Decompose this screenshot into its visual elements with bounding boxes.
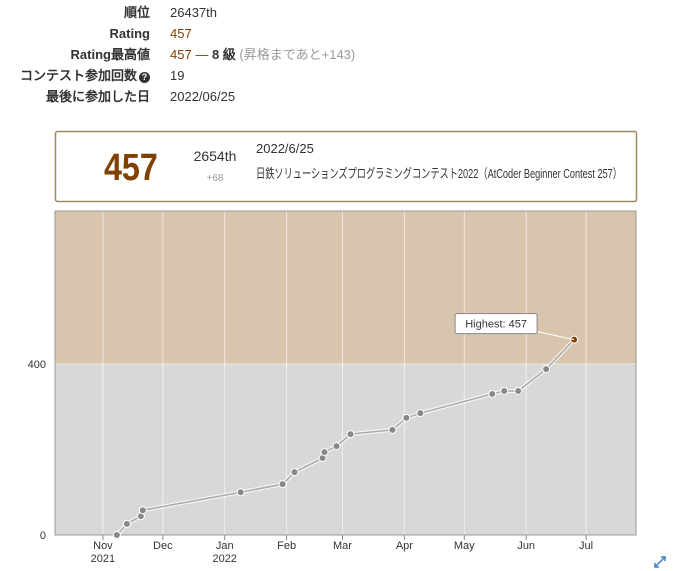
info-row: コンテスト参加回数? 19 [0, 65, 673, 86]
diff: +68 [207, 173, 224, 184]
rating-big: 457 [104, 147, 158, 189]
label: コンテスト参加回数 [19, 68, 137, 83]
annotation: Highest: 457 [465, 319, 527, 331]
label: 最後に参加した日 [45, 89, 150, 104]
x-tick-label: May [454, 540, 475, 552]
label: Rating [109, 26, 150, 41]
info-row: 順位 26437th [0, 2, 673, 23]
info-row: Rating 457 [0, 23, 673, 44]
rating-point[interactable] [320, 448, 329, 457]
value: 457 [170, 26, 192, 41]
annotation-connector [537, 331, 575, 341]
rating-point[interactable] [416, 409, 425, 418]
rating-point[interactable] [500, 386, 509, 395]
x-year-label: 2022 [212, 553, 236, 565]
x-tick-label: Jun [517, 540, 535, 552]
value-group: 457 — 8 級 (昇格まであと+143) [170, 44, 355, 65]
info-row: Rating最高値 457 — 8 級 (昇格まであと+143) [0, 44, 673, 65]
x-tick-label: Jan [216, 540, 234, 552]
rating-point[interactable] [514, 386, 523, 395]
x-tick-label: Nov [93, 540, 113, 552]
annotation-box [454, 313, 538, 335]
rating-band [55, 211, 636, 365]
value: 2022/06/25 [170, 89, 236, 104]
date: 2022/6/25 [256, 141, 314, 156]
help-icon[interactable]: ? [139, 72, 150, 83]
separator: — [195, 47, 209, 62]
rating-point[interactable] [402, 413, 411, 422]
rating-point[interactable] [388, 425, 397, 434]
x-tick-label: Feb [277, 540, 296, 552]
y-tick-label: 0 [40, 530, 46, 542]
contest-name[interactable]: 日鉄ソリューションズプログラミングコンテスト2022（AtCoder Begin… [256, 166, 622, 181]
value: 26437th [170, 5, 217, 20]
x-tick-label: Mar [333, 540, 352, 552]
rank: 2654th [194, 148, 237, 164]
rating-point[interactable] [332, 442, 341, 451]
x-year-label: 2021 [91, 553, 115, 565]
value: 457 [170, 47, 192, 62]
rating-point[interactable] [542, 365, 551, 374]
rating-point[interactable] [138, 506, 147, 515]
x-tick-label: Dec [153, 540, 173, 552]
y-tick-label: 400 [28, 359, 46, 371]
rating-point[interactable] [112, 531, 121, 539]
status-card [54, 130, 638, 203]
grade: 8 級 [211, 47, 236, 62]
rating-point[interactable] [346, 430, 355, 439]
rating-band [55, 364, 636, 535]
x-tick-label: Apr [396, 540, 413, 552]
rating-point[interactable] [236, 488, 245, 497]
note: (昇格まであと+143) [239, 47, 356, 62]
rating-point[interactable] [122, 519, 131, 528]
expand-icon[interactable] [654, 556, 666, 568]
info-row: 最後に参加した日 2022/06/25 [0, 86, 673, 107]
plot-frame [54, 210, 637, 536]
label: Rating最高値 [70, 47, 150, 62]
x-tick-label: Jul [579, 540, 593, 552]
value: 19 [170, 68, 185, 83]
label-group: コンテスト参加回数? [20, 65, 150, 86]
rating-point[interactable] [488, 389, 497, 398]
rating-point[interactable] [278, 480, 287, 489]
rating-point[interactable] [290, 468, 299, 477]
label: 順位 [123, 5, 150, 20]
